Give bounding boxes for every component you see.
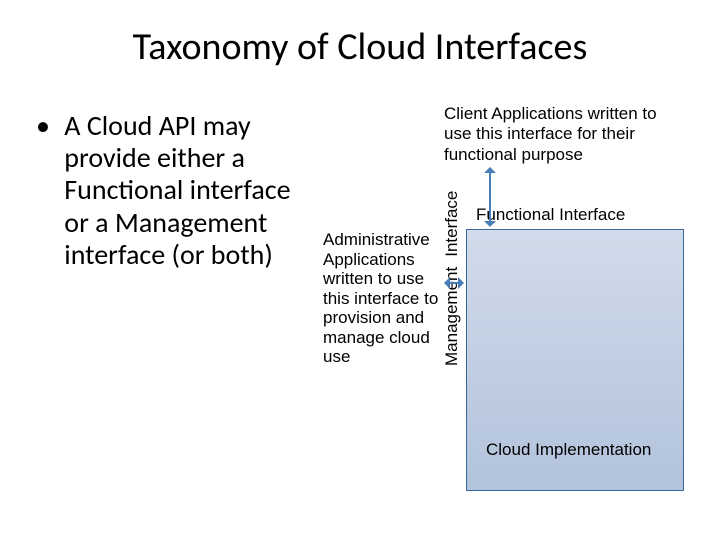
management-arrow-icon xyxy=(444,277,464,289)
bullet-item: • A Cloud API may provide either a Funct… xyxy=(36,110,316,271)
bullet-text: A Cloud API may provide either a Functio… xyxy=(64,110,314,271)
functional-arrow-icon xyxy=(484,167,496,227)
slide-title: Taxonomy of Cloud Interfaces xyxy=(0,24,720,70)
client-apps-caption: Client Applications written to use this … xyxy=(444,104,666,165)
mgmt-label-b: Interface xyxy=(442,191,461,257)
bullet-dot-icon: • xyxy=(36,110,50,142)
cloud-implementation-label: Cloud Implementation xyxy=(486,440,651,460)
admin-apps-caption: Administrative Applications written to u… xyxy=(323,230,439,367)
functional-interface-label: Functional Interface xyxy=(476,205,625,225)
